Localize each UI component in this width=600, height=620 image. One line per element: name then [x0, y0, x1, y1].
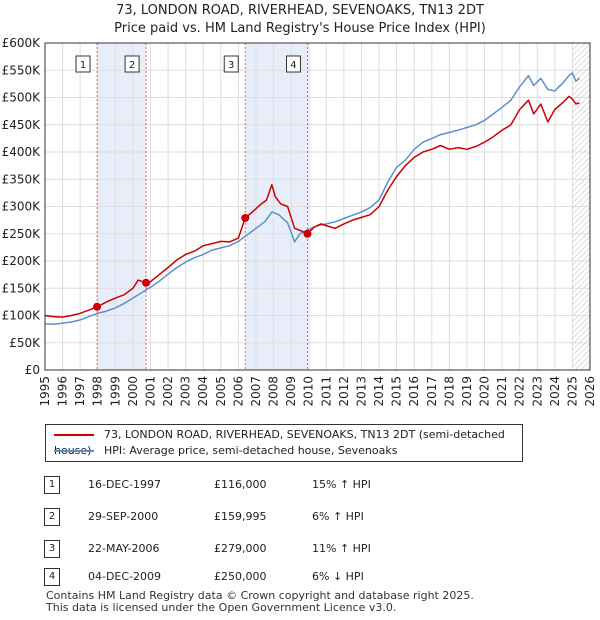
- sale-date: 22-MAY-2006: [88, 542, 160, 555]
- series-line-property: [44, 95, 580, 318]
- sale-labels: 1 2 3 4: [75, 55, 301, 73]
- x-tick-label: 2017: [425, 376, 439, 407]
- price-chart: 1 2 3 4 £0 £50K £100K £150K £200K £250K £300K £350…: [2, 36, 597, 407]
- sale-label-box: [75, 55, 91, 73]
- chart-axes: £0 £50K £100K £150K £200K £250K £300K £350K £400…: [2, 36, 597, 407]
- sale-label-box: [223, 55, 239, 73]
- sale-badge: 3: [44, 540, 60, 558]
- x-tick-label: 2013: [354, 376, 368, 407]
- sale-points: [93, 213, 312, 311]
- x-tick-label: 2014: [372, 376, 386, 407]
- x-tick-label: 2015: [390, 376, 404, 407]
- sale-label-box: [285, 55, 301, 73]
- x-tick-label: 2009: [284, 376, 298, 407]
- sale-date: 16-DEC-1997: [88, 478, 162, 491]
- y-tick-label: £600K: [2, 36, 42, 50]
- sale-hpi-diff: 15% ↑ HPI: [312, 478, 371, 491]
- x-tick-label: 1997: [73, 376, 87, 407]
- x-tick-label: 2025: [565, 376, 579, 407]
- table-row: 3 22-MAY-2006 £279,000 11% ↑ HPI: [44, 540, 444, 558]
- chart-series: [44, 72, 580, 325]
- x-tick-label: 2019: [460, 376, 474, 407]
- y-tick-label: £0: [25, 363, 40, 377]
- sale-point: [303, 229, 312, 238]
- sale-hpi-diff: 11% ↑ HPI: [312, 542, 371, 555]
- plot-frame: [44, 42, 591, 371]
- chart-title: 73, LONDON ROAD, RIVERHEAD, SEVENOAKS, T…: [0, 2, 600, 38]
- x-tick-label: 2022: [513, 376, 527, 407]
- sale-price: £159,995: [214, 510, 267, 523]
- table-row: 2 29-SEP-2000 £159,995 6% ↑ HPI: [44, 508, 444, 526]
- y-tick-label: £200K: [2, 254, 42, 268]
- chart-title-line1: 73, LONDON ROAD, RIVERHEAD, SEVENOAKS, T…: [116, 3, 484, 18]
- y-tick-label: £550K: [2, 63, 42, 77]
- y-tick-label: £400K: [2, 145, 42, 159]
- sale-marker-lines: [96, 43, 308, 370]
- y-tick-label: £250K: [2, 227, 42, 241]
- table-row: 4 04-DEC-2009 £250,000 6% ↓ HPI: [44, 568, 444, 586]
- table-row: 1 16-DEC-1997 £116,000 15% ↑ HPI: [44, 476, 444, 494]
- sale-hpi-diff: 6% ↓ HPI: [312, 570, 364, 583]
- x-tick-label: 2000: [126, 376, 140, 407]
- x-tick-label: 1995: [38, 376, 52, 407]
- y-tick-label: £500K: [2, 91, 42, 105]
- legend-swatch-property: [54, 434, 94, 436]
- sale-point: [241, 213, 250, 222]
- sale-label-text: 3: [228, 60, 234, 71]
- sale-badge: 1: [44, 476, 60, 494]
- footer-attribution: Contains HM Land Registry data © Crown c…: [46, 590, 474, 614]
- x-tick-label: 2002: [161, 376, 175, 407]
- y-tick-label: £150K: [2, 281, 42, 295]
- legend-label-hpi: HPI: Average price, semi-detached house,…: [104, 444, 398, 457]
- x-tick-label: 2006: [231, 376, 245, 407]
- chart-legend: 73, LONDON ROAD, RIVERHEAD, SEVENOAKS, T…: [45, 424, 523, 462]
- y-tick-label: £100K: [2, 309, 42, 323]
- x-tick-label: 2021: [495, 376, 509, 407]
- x-tick-label: 2023: [530, 376, 544, 407]
- sale-hpi-diff: 6% ↑ HPI: [312, 510, 364, 523]
- chart-title-line2: Price paid vs. HM Land Registry's House …: [114, 21, 486, 36]
- x-tick-label: 2004: [196, 376, 210, 407]
- footer-line2: This data is licensed under the Open Gov…: [46, 601, 397, 614]
- sale-point: [93, 302, 102, 311]
- sale-date: 29-SEP-2000: [88, 510, 159, 523]
- x-tick-label: 2024: [548, 376, 562, 407]
- x-tick-label: 2001: [143, 376, 157, 407]
- x-tick-label: 1998: [91, 376, 105, 407]
- sale-date: 04-DEC-2009: [88, 570, 162, 583]
- x-tick-label: 2018: [442, 376, 456, 407]
- sale-price: £250,000: [214, 570, 267, 583]
- sale-label-text: 2: [129, 60, 135, 71]
- x-tick-label: 2011: [319, 376, 333, 407]
- y-tick-label: £450K: [2, 118, 42, 132]
- y-tick-label: £50K: [9, 336, 41, 350]
- x-tick-label: 2016: [407, 376, 421, 407]
- x-tick-label: 2026: [583, 376, 597, 407]
- legend-item-hpi: HPI: Average price, semi-detached house,…: [54, 443, 397, 459]
- x-tick-label: 2008: [267, 376, 281, 407]
- sale-label-text: 1: [80, 60, 86, 71]
- x-tick-label: 2003: [179, 376, 193, 407]
- x-tick-label: 1996: [56, 376, 70, 407]
- sale-badge: 2: [44, 508, 60, 526]
- sale-price: £116,000: [214, 478, 267, 491]
- footer-line1: Contains HM Land Registry data © Crown c…: [46, 589, 474, 602]
- x-tick-label: 2005: [214, 376, 228, 407]
- sale-point: [142, 278, 151, 287]
- x-tick-label: 2012: [337, 376, 351, 407]
- y-tick-label: £300K: [2, 200, 42, 214]
- y-tick-label: £350K: [2, 172, 42, 186]
- x-tick-label: 2020: [478, 376, 492, 407]
- sale-price: £279,000: [214, 542, 267, 555]
- sale-badge: 4: [44, 568, 60, 586]
- x-tick-label: 2010: [302, 376, 316, 407]
- legend-swatch-hpi: [54, 450, 94, 452]
- x-tick-label: 2007: [249, 376, 263, 407]
- sale-label-box: [124, 55, 140, 73]
- legend-item-property: 73, LONDON ROAD, RIVERHEAD, SEVENOAKS, T…: [54, 427, 522, 457]
- sale-label-text: 4: [290, 60, 296, 71]
- x-tick-label: 1999: [108, 376, 122, 407]
